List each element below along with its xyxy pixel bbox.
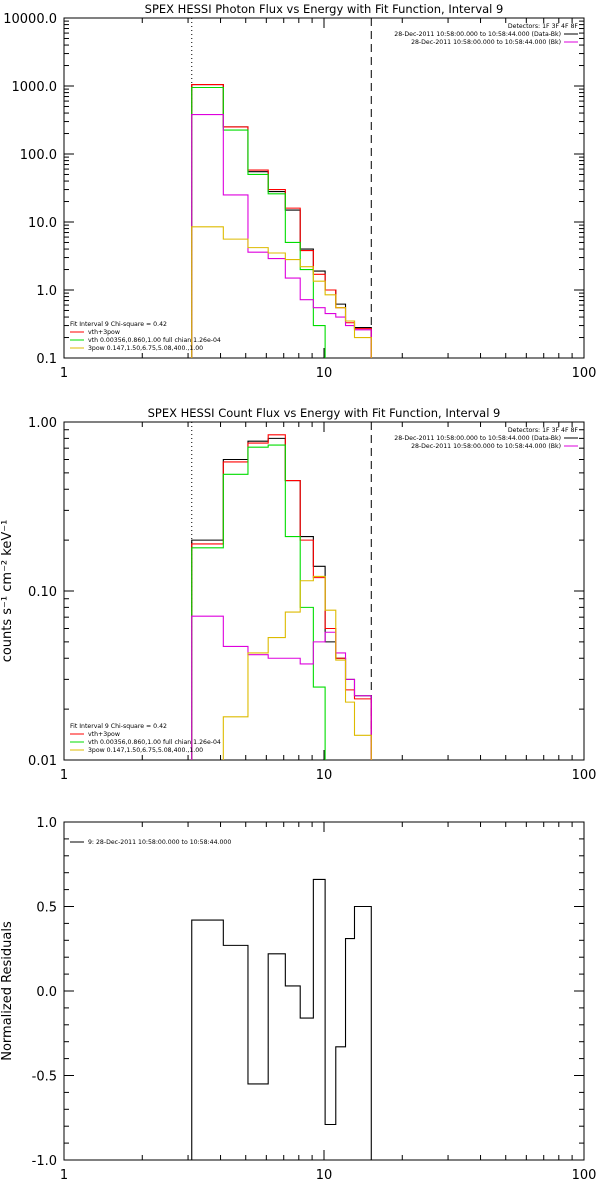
x-tick-label: 1 (60, 366, 68, 381)
series-line-3 (191, 444, 326, 760)
plot-frame (63, 821, 585, 1161)
legend-header: Fit Interval 9 Chi-square = 0.42 (70, 321, 167, 328)
series-line-1 (191, 437, 372, 760)
y-tick-label: 1.0 (36, 284, 57, 299)
series-line-1 (191, 84, 372, 358)
legend-entry: vth+3pow (88, 329, 120, 336)
legend-entry: vth 0.00356,0.860,1.00 full chian 1.26e-… (88, 739, 221, 746)
y-tick-label: -1.0 (32, 1154, 57, 1169)
legend-entry: 9: 28-Dec-2011 10:58:00.000 to 10:58:44.… (88, 839, 231, 846)
y-tick-label: 1.0 (36, 816, 57, 831)
legend-entry: 28-Dec-2011 10:58:00.000 to 10:58:44.000… (394, 31, 561, 38)
y-axis-label: counts s⁻¹ cm⁻² keV⁻¹ (0, 520, 15, 663)
y-tick-label: 1.00 (28, 416, 57, 431)
plot-frame (63, 17, 585, 359)
legend-entry: vth 0.00356,0.860,1.00 full chian 1.26e-… (88, 337, 221, 344)
y-tick-label: 10000.0 (3, 12, 57, 27)
series-line-5 (191, 226, 372, 358)
x-tick-label: 1 (60, 1168, 68, 1183)
series-line-2 (191, 84, 372, 358)
chart-panel-1: SPEX HESSI Photon Flux vs Energy with Fi… (3, 2, 596, 381)
legend-entry: 3pow 0.147,1.50,6.75,5.08,400.,1.00 (88, 345, 203, 352)
series-line-1 (191, 878, 372, 1160)
y-tick-label: 100.0 (20, 148, 57, 163)
y-tick-label: 0.0 (36, 985, 57, 1000)
chart-title: SPEX HESSI Photon Flux vs Energy with Fi… (145, 2, 504, 16)
y-tick-label: 0.10 (28, 585, 57, 600)
plot-frame (63, 421, 585, 761)
legend-header: Fit Interval 9 Chi-square = 0.42 (70, 723, 167, 730)
legend-entry: 28-Dec-2011 10:58:00.000 to 10:58:44.000… (394, 435, 561, 442)
chart-title: SPEX HESSI Count Flux vs Energy with Fit… (148, 406, 501, 420)
x-tick-label: 10 (316, 768, 333, 783)
series-line-3 (191, 86, 326, 358)
x-tick-label: 100 (572, 768, 597, 783)
legend-entry: 28-Dec-2011 10:58:00.000 to 10:58:44.000… (411, 39, 561, 46)
series-line-4 (191, 114, 372, 358)
chart-panel-3: Normalized Residuals 1 10 100 -1.0 -0.5 0.0 0.5… (0, 816, 596, 1183)
y-tick-label: 10.0 (28, 216, 57, 231)
y-tick-label: 1000.0 (12, 80, 58, 95)
x-tick-label: 1 (60, 768, 68, 783)
legend-header: Detectors: 1F 3F 4F 8F (508, 23, 579, 30)
x-tick-label: 100 (572, 366, 597, 381)
y-axis-label: Normalized Residuals (0, 921, 15, 1061)
chart-panel-2: SPEX HESSI Count Flux vs Energy with Fit… (0, 406, 597, 783)
x-tick-label: 100 (572, 1168, 597, 1183)
series-line-4 (191, 615, 372, 760)
legend-entry: vth+3pow (88, 731, 120, 738)
y-tick-label: 0.5 (36, 901, 57, 916)
legend-entry: 28-Dec-2011 10:58:00.000 to 10:58:44.000… (411, 443, 561, 450)
series-line-5 (222, 575, 372, 760)
series-line-2 (191, 434, 372, 760)
legend-header: Detectors: 1F 3F 4F 8F (508, 427, 579, 434)
x-tick-label: 10 (316, 1168, 333, 1183)
y-tick-label: 0.1 (36, 352, 57, 367)
y-tick-label: 0.01 (28, 754, 57, 769)
y-tick-label: -0.5 (32, 1070, 57, 1085)
x-tick-label: 10 (316, 366, 333, 381)
legend-entry: 3pow 0.147,1.50,6.75,5.08,400.,1.00 (88, 747, 203, 754)
